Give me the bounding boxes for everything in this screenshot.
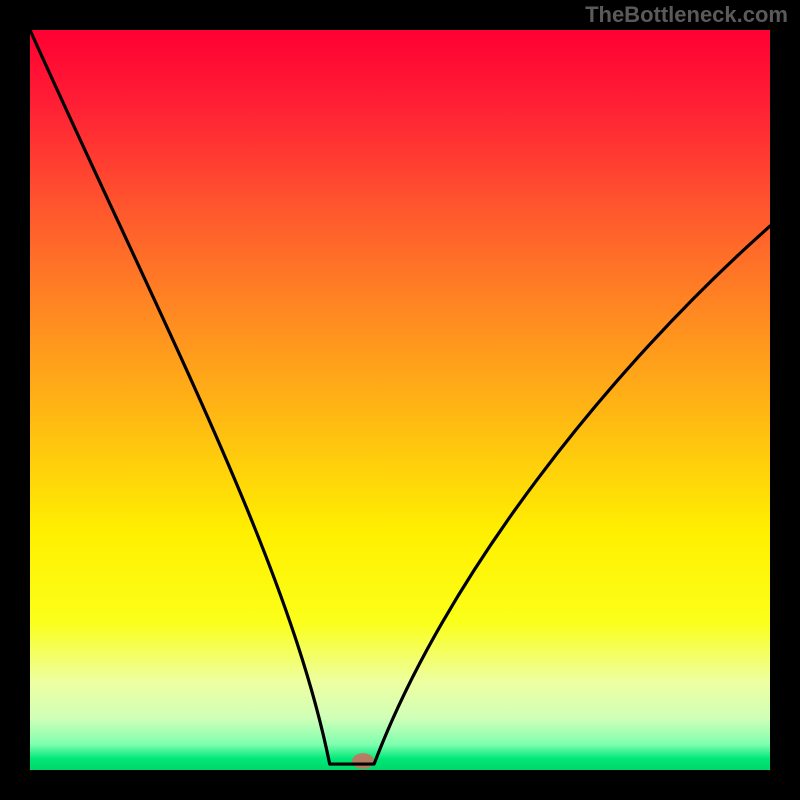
chart-container: TheBottleneck.com <box>0 0 800 800</box>
bottleneck-marker <box>352 753 374 769</box>
bottleneck-chart <box>0 0 800 800</box>
gradient-plot-area <box>30 30 770 770</box>
